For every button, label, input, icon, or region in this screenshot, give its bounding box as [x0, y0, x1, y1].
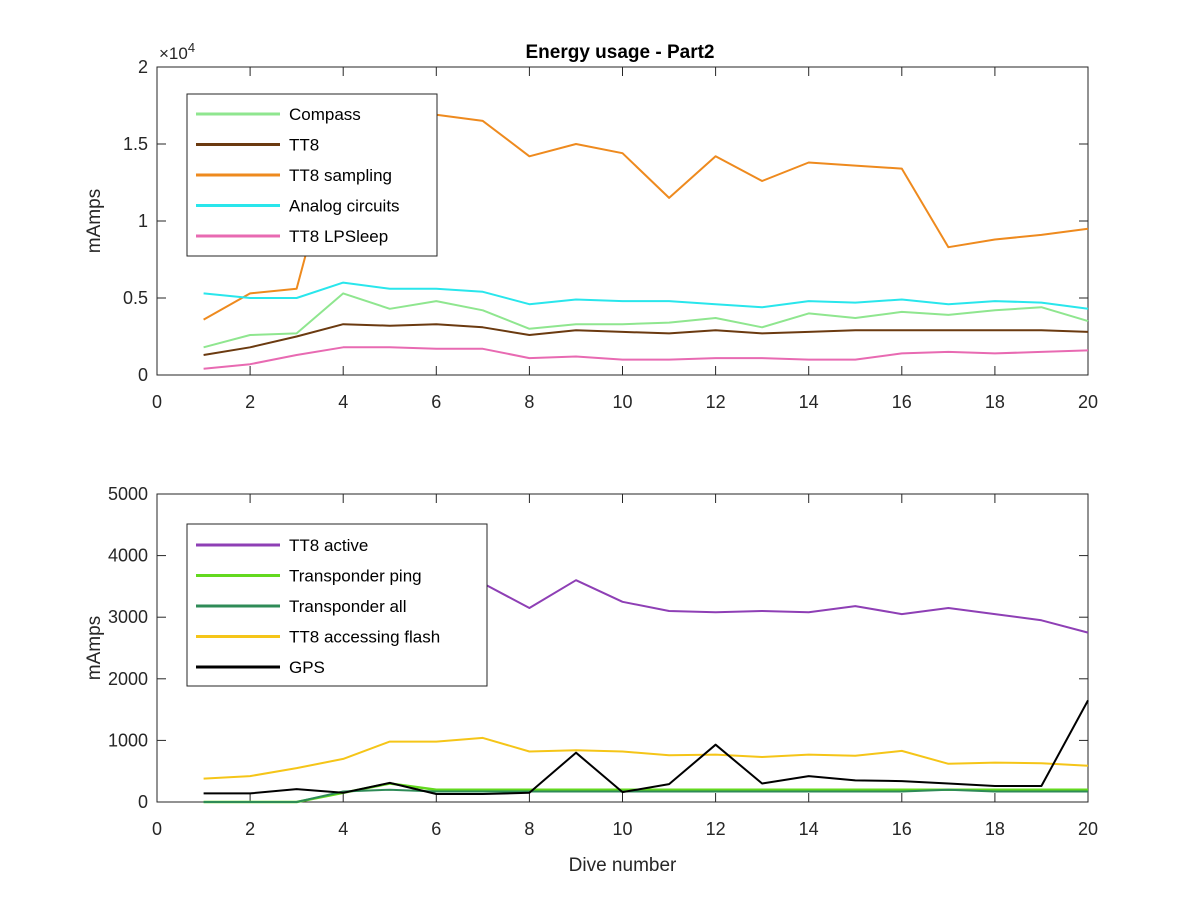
y-tick-label: 1.5: [123, 134, 148, 154]
legend-label: Compass: [289, 105, 361, 124]
x-tick-label: 8: [524, 392, 534, 412]
x-tick-label: 20: [1078, 392, 1098, 412]
x-tick-label: 0: [152, 819, 162, 839]
x-tick-label: 2: [245, 392, 255, 412]
y-tick-label: 2: [138, 57, 148, 77]
legend-label: Transponder all: [289, 597, 407, 616]
y-tick-label: 1000: [108, 730, 148, 750]
series-line-tt8: [203, 323, 1089, 356]
x-tick-label: 14: [799, 819, 819, 839]
y-exponent-power: 4: [188, 40, 195, 55]
x-tick-label: 8: [524, 819, 534, 839]
legend: TT8 active Transponder ping Transponder al…: [186, 523, 488, 687]
y-exponent-label: ×104: [159, 40, 195, 63]
x-tick-label: 4: [338, 392, 348, 412]
legend-label: GPS: [289, 658, 325, 677]
legend-label: TT8 LPSleep: [289, 227, 388, 246]
x-tick-label: 18: [985, 819, 1005, 839]
x-tick-label: 10: [612, 392, 632, 412]
x-tick-label: 20: [1078, 819, 1098, 839]
legend-label: TT8: [289, 136, 319, 155]
series-line-analog-circuits: [203, 281, 1089, 310]
x-axis-label: Dive number: [569, 855, 677, 876]
x-tick-label: 0: [152, 392, 162, 412]
x-tick-label: 12: [706, 819, 726, 839]
x-tick-label: 14: [799, 392, 819, 412]
x-tick-label: 12: [706, 392, 726, 412]
x-tick-label: 10: [612, 819, 632, 839]
y-tick-label: 0.5: [123, 288, 148, 308]
y-tick-label: 5000: [108, 484, 148, 504]
x-tick-label: 6: [431, 392, 441, 412]
y-exponent-base: ×10: [159, 44, 188, 63]
x-tick-label: 16: [892, 392, 912, 412]
series-line-tt8-lpsleep: [203, 346, 1089, 370]
legend-label: TT8 sampling: [289, 166, 392, 185]
y-axis-label: mAmps: [84, 616, 105, 680]
series-line-compass: [203, 292, 1089, 349]
y-tick-label: 0: [138, 365, 148, 385]
y-tick-label: 3000: [108, 607, 148, 627]
x-tick-label: 4: [338, 819, 348, 839]
chart-title: Energy usage - Part2: [525, 42, 714, 63]
y-axis-label: mAmps: [84, 189, 105, 253]
y-tick-label: 4000: [108, 546, 148, 566]
legend-label: TT8 accessing flash: [289, 628, 440, 647]
x-tick-label: 2: [245, 819, 255, 839]
legend-label: Analog circuits: [289, 197, 400, 216]
top-subplot: 0 2 4 6 8 10 12 14 16 18 2000.511.52×104mAmpsCompa…: [84, 40, 1098, 412]
series-line-gps: [203, 699, 1089, 795]
legend-label: Transponder ping: [289, 567, 422, 586]
series-line-tt8-accessing-flash: [203, 736, 1089, 780]
y-tick-label: 1: [138, 211, 148, 231]
x-tick-label: 18: [985, 392, 1005, 412]
legend: Compass TT8 TT8 sampling Analog circuits TT8…: [186, 93, 438, 257]
x-tick-label: 6: [431, 819, 441, 839]
bottom-subplot: 0 2 4 6 8 10 12 14 16 18 20 0 1000 2000 3000 4000 5000 mA…: [84, 484, 1098, 876]
y-tick-label: 0: [138, 792, 148, 812]
y-tick-label: 2000: [108, 669, 148, 689]
legend-label: TT8 active: [289, 536, 368, 555]
x-tick-label: 16: [892, 819, 912, 839]
